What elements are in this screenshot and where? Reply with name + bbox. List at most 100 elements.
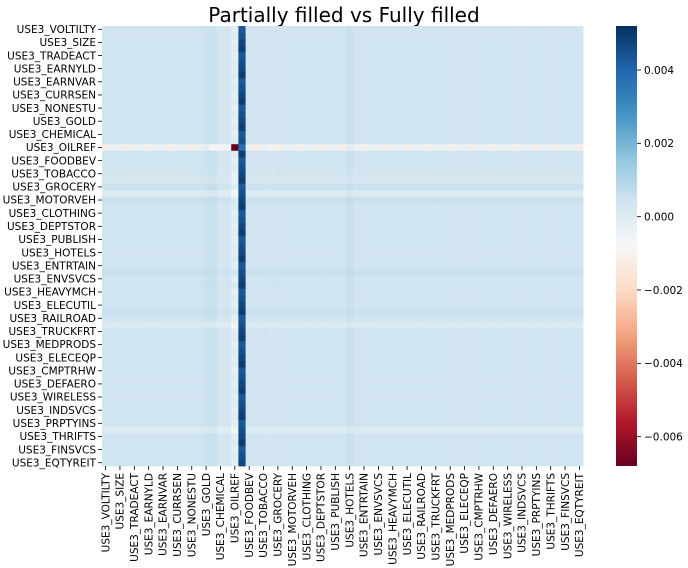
heatmap-cell [123,268,132,276]
heatmap-cell [209,196,218,204]
heatmap-cell [173,301,182,309]
heatmap-cell [159,314,168,322]
heatmap-cell [116,65,124,73]
heatmap-cell [446,288,455,296]
heatmap-cell [310,275,318,283]
x-tick-label: USE3_EARNVAR [158,473,170,556]
heatmap-cell [109,32,117,40]
heatmap-cell [389,314,397,322]
heatmap-cell [439,58,447,66]
heatmap-cell [238,347,246,355]
heatmap-cell [511,420,519,427]
heatmap-cell [561,177,570,185]
heatmap-cell [532,85,541,93]
heatmap-cell [180,157,189,165]
heatmap-cell [475,111,483,119]
heatmap-cell [439,104,447,112]
heatmap-cell [295,268,304,276]
heatmap-cell [432,170,440,178]
heatmap-cell [317,262,325,270]
heatmap-cell [460,209,469,217]
heatmap-cell [331,400,340,408]
heatmap-cell [338,144,347,152]
heatmap-cell [209,374,218,382]
heatmap-cell [224,341,232,349]
heatmap-cell [525,374,534,382]
heatmap-cell [195,439,203,447]
heatmap-cell [317,255,325,263]
heatmap-cell [367,177,376,185]
heatmap-cell [338,98,347,106]
heatmap-cell [159,117,168,125]
heatmap-cell [202,170,211,178]
heatmap-cell [496,374,505,382]
heatmap-cell [410,347,419,355]
heatmap-cell [324,91,333,99]
heatmap-cell [511,157,519,165]
heatmap-cell [338,236,347,244]
heatmap-cell [568,85,577,93]
heatmap-cell [460,131,469,139]
heatmap-cell [396,341,404,349]
heatmap-cell [224,249,232,257]
heatmap-cell [216,439,225,447]
heatmap-cell [209,255,218,263]
heatmap-cell [130,223,139,230]
heatmap-cell [539,85,548,93]
heatmap-cell [109,26,117,33]
heatmap-cell [518,58,526,66]
heatmap-cell [288,295,297,303]
heatmap-cell [425,71,433,79]
heatmap-cell [353,190,361,198]
heatmap-cell [295,124,304,132]
heatmap-cell [504,104,512,112]
heatmap-cell [539,236,548,244]
heatmap-cell [353,288,361,296]
heatmap-cell [518,242,526,250]
y-tick-label: USE3_GROCERY [12,182,96,194]
heatmap-cell [532,288,541,296]
heatmap-cell [231,328,239,336]
heatmap-cell [202,111,211,119]
heatmap-cell [425,282,433,290]
heatmap-cell [123,433,132,441]
heatmap-cell [166,268,175,276]
heatmap-cell [489,308,498,316]
heatmap-cell [410,203,419,211]
heatmap-cell [109,420,117,427]
heatmap-cell [482,268,491,276]
heatmap-cell [130,393,139,401]
heatmap-cell [353,111,361,119]
heatmap-cell [346,170,354,178]
heatmap-cell [145,301,153,309]
heatmap-cell [504,144,512,152]
heatmap-cell [166,275,175,283]
heatmap-cell [238,26,246,33]
heatmap-cell [425,426,433,434]
heatmap-cell [123,190,132,198]
heatmap-cell [374,387,383,395]
heatmap-cell [482,380,491,388]
heatmap-cell [252,177,261,185]
heatmap-cell [116,439,124,447]
y-tick-label: USE3_EARNYLD [14,63,96,75]
heatmap-cell [396,420,404,427]
heatmap-cell [159,347,168,355]
heatmap-cell [460,45,469,53]
heatmap-cell [439,367,447,375]
heatmap-cell [367,387,376,395]
heatmap-cell [159,58,168,66]
heatmap-cell [403,301,412,309]
heatmap-cell [102,387,110,395]
heatmap-cell [446,308,455,316]
heatmap-cell [123,111,132,119]
heatmap-cell [116,52,124,60]
heatmap-cell [130,282,139,290]
heatmap-cell [525,288,534,296]
heatmap-cell [331,328,340,336]
heatmap-cell [468,177,476,185]
heatmap-cell [188,150,196,158]
heatmap-cell [295,137,304,145]
heatmap-cell [353,334,361,342]
heatmap-cell [417,39,426,47]
